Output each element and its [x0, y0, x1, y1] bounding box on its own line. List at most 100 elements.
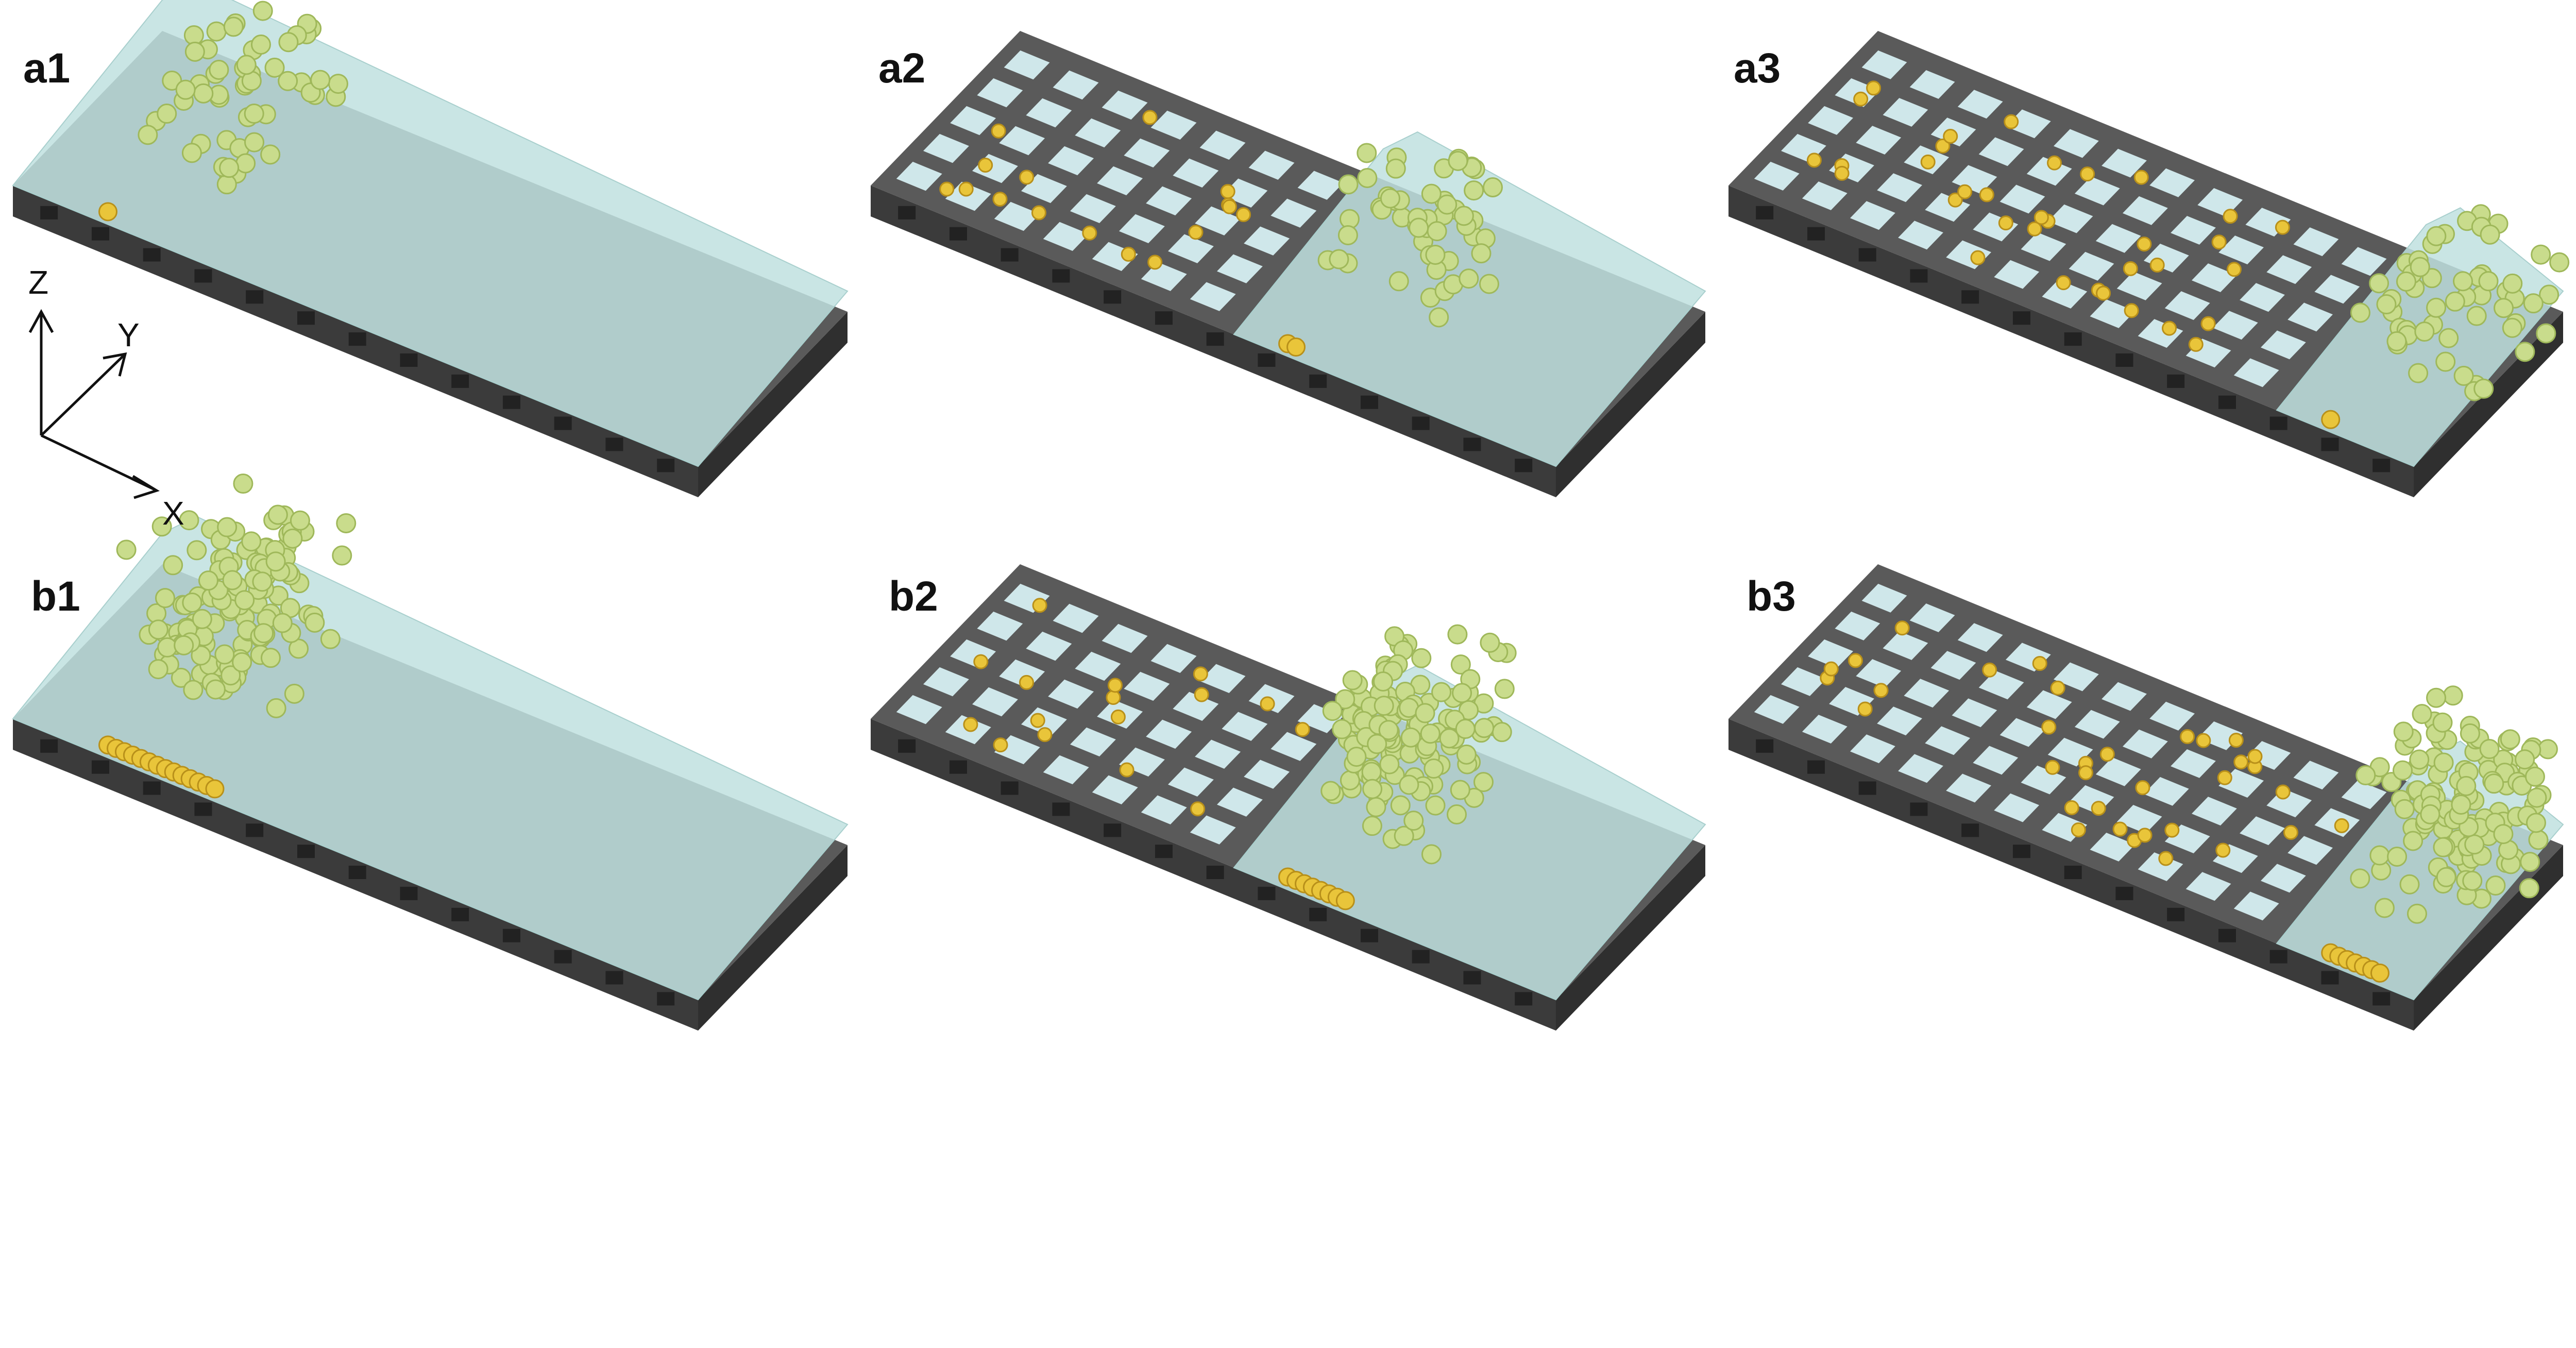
deposited-particle: [205, 779, 225, 799]
grid-cell: [896, 695, 942, 724]
trapped-particle: [2027, 221, 2042, 237]
particle: [1357, 143, 1377, 163]
grid-cell: [896, 161, 942, 191]
particle: [1335, 689, 1355, 710]
grid-cell: [2233, 891, 2279, 921]
slab-front-cell: [2321, 437, 2339, 451]
slab-front-cell: [1155, 845, 1173, 858]
particle: [2433, 837, 2453, 857]
particle: [116, 540, 137, 560]
y-axis-arrowhead: [103, 352, 127, 377]
slab-front-cell: [1052, 269, 1070, 283]
grid-cell: [2240, 816, 2285, 846]
grid-cell: [1978, 670, 2024, 700]
particle: [1494, 679, 1515, 699]
grid-cell: [1802, 715, 1848, 744]
particle: [1474, 718, 1495, 738]
grid-cell: [1973, 746, 2019, 775]
particle: [2539, 284, 2560, 305]
particle: [236, 55, 257, 75]
particle: [1411, 648, 1432, 668]
particle: [1322, 701, 1343, 721]
slab-front-cell: [2167, 907, 2185, 921]
grid-cell: [1270, 732, 1317, 761]
particle: [328, 74, 348, 94]
panel-labels: a1 a2 a3 b1 b2 b3: [23, 45, 1796, 620]
grid-cell: [1802, 181, 1848, 210]
slab-front-cell: [1807, 227, 1825, 241]
slab-front-cell: [1515, 459, 1533, 473]
particle: [267, 504, 288, 525]
grid-cell: [1146, 186, 1192, 215]
particle: [1409, 217, 1429, 238]
slab-front-cell: [1001, 248, 1019, 262]
particle: [1425, 795, 1446, 816]
grid-cell: [1043, 222, 1089, 251]
particle: [2536, 323, 2556, 344]
trapped-particle: [2050, 680, 2065, 696]
grid-cell: [1053, 603, 1099, 633]
slab-front-cell: [605, 971, 623, 985]
trapped-particle: [1119, 762, 1134, 778]
slab-front-cell: [2064, 866, 2082, 880]
grid-cell: [2095, 224, 2141, 253]
particle: [252, 1, 273, 21]
trapped-particle: [2226, 262, 2242, 277]
slab-front-cell: [1910, 269, 1928, 283]
particle: [1338, 174, 1359, 195]
slab-front-cell: [40, 206, 58, 220]
particle: [1437, 194, 1458, 215]
grid-cell: [1861, 583, 1907, 613]
slab-front-cell: [2218, 395, 2236, 409]
particle: [253, 623, 274, 644]
trapped-particle: [2200, 316, 2216, 331]
trapped-particle: [1220, 184, 1235, 199]
slab-front-cell: [1206, 332, 1224, 346]
particle: [2478, 271, 2499, 292]
grid-cell: [1199, 664, 1246, 693]
slab-front-cell: [91, 227, 109, 241]
slab-front-cell: [1515, 992, 1533, 1006]
particle: [2502, 317, 2522, 338]
grid-cell: [2293, 761, 2339, 790]
slab-front-cell: [949, 227, 967, 241]
y-axis-line: [40, 355, 125, 436]
slab-front-cell: [898, 206, 916, 220]
trapped-particle: [1031, 205, 1047, 221]
particle: [266, 698, 286, 718]
particle: [2453, 271, 2473, 292]
trapped-particle: [2032, 655, 2047, 671]
grid-cell: [994, 201, 1040, 231]
grid-cell: [950, 106, 996, 136]
grid-cell: [1070, 727, 1116, 756]
particle: [157, 637, 178, 658]
particle: [260, 648, 281, 668]
particle: [2485, 875, 2506, 896]
trapped-particle: [2099, 747, 2115, 762]
panel-a3: [1728, 31, 2570, 497]
particle: [1473, 772, 1494, 793]
particle: [1447, 804, 1467, 825]
slab-front-cell: [194, 802, 212, 816]
particle: [184, 41, 205, 62]
slab-front-cell: [657, 459, 675, 473]
grid-cell: [1195, 739, 1241, 769]
particle: [1366, 797, 1386, 817]
grid-cell: [2171, 216, 2216, 245]
trapped-particle: [1866, 80, 1882, 96]
trapped-particle: [1110, 709, 1126, 724]
slab-front-cell: [1052, 802, 1070, 816]
grid-cell: [2042, 279, 2088, 309]
slab-front-cell: [554, 950, 572, 964]
particle: [232, 652, 252, 672]
grid-cell: [2116, 272, 2162, 300]
grid-cell: [2090, 299, 2136, 328]
trapped-particle: [1857, 701, 1873, 717]
trapped-particle: [2004, 114, 2019, 129]
grid-cell: [1946, 773, 1991, 803]
panel-label-b3: b3: [1747, 573, 1796, 620]
particle: [235, 153, 256, 174]
grid-cell: [1092, 242, 1138, 271]
z-axis-label: Z: [28, 264, 48, 301]
particle: [1394, 825, 1414, 846]
